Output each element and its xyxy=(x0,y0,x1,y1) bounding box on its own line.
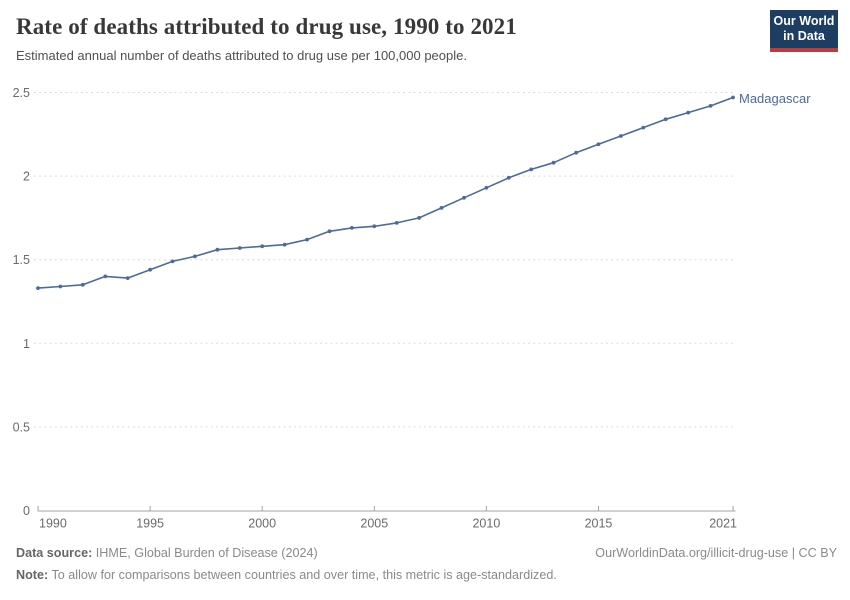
chart-header: Rate of deaths attributed to drug use, 1… xyxy=(16,13,750,64)
data-point-marker xyxy=(439,206,444,210)
x-axis-tick-label: 2000 xyxy=(248,517,276,531)
chart-footer: Data source: IHME, Global Burden of Dise… xyxy=(16,545,837,583)
y-axis-tick-label: 0 xyxy=(23,504,30,518)
data-point-marker xyxy=(125,276,130,280)
data-point-marker xyxy=(237,246,242,250)
data-point-marker xyxy=(551,160,556,165)
data-point-marker xyxy=(686,110,691,115)
note-text: To allow for comparisons between countri… xyxy=(51,568,557,582)
y-axis-tick-label: 0.5 xyxy=(13,420,30,434)
owid-logo[interactable]: Our World in Data xyxy=(770,10,838,52)
x-axis-tick-label: 2015 xyxy=(585,517,613,531)
data-source-note: Data source: IHME, Global Burden of Dise… xyxy=(16,545,318,561)
data-point-marker xyxy=(372,224,377,229)
data-point-marker xyxy=(350,226,354,230)
data-point-marker xyxy=(663,117,668,122)
x-axis-tick-label: 2005 xyxy=(360,517,388,531)
data-source-text: IHME, Global Burden of Disease (2024) xyxy=(95,546,318,560)
data-point-marker xyxy=(394,221,399,225)
data-point-marker xyxy=(484,185,489,190)
license-link[interactable]: OurWorldinData.org/illicit-drug-use | CC… xyxy=(595,546,837,560)
data-point-marker xyxy=(417,216,421,220)
data-point-marker xyxy=(282,242,287,247)
data-point-marker xyxy=(596,142,601,147)
line-series-madagascar[interactable] xyxy=(37,96,734,289)
entity-label-madagascar[interactable]: Madagascar xyxy=(739,90,811,106)
data-point-marker xyxy=(708,104,713,108)
note-label: Note: xyxy=(16,568,49,582)
data-point-marker xyxy=(506,175,511,180)
page-title: Rate of deaths attributed to drug use, 1… xyxy=(16,14,517,39)
data-source-label: Data source: xyxy=(16,546,93,560)
y-axis-tick-label: 2.5 xyxy=(13,86,30,100)
data-point-marker xyxy=(80,282,85,287)
data-point-marker xyxy=(36,286,40,290)
methodology-note: Note: To allow for comparisons between c… xyxy=(16,567,837,583)
data-point-marker xyxy=(574,150,578,155)
chart-subtitle: Estimated annual number of deaths attrib… xyxy=(16,48,467,63)
data-point-marker xyxy=(215,247,220,252)
x-axis-tick-label: 1995 xyxy=(136,517,164,531)
y-axis-tick-label: 1.5 xyxy=(13,253,30,267)
data-point-marker xyxy=(58,284,63,289)
data-point-marker xyxy=(731,95,735,100)
data-point-marker xyxy=(641,125,646,130)
data-point-marker xyxy=(193,254,197,259)
data-point-marker xyxy=(305,237,309,242)
data-point-marker xyxy=(327,229,332,234)
data-point-marker xyxy=(462,195,466,200)
data-point-marker xyxy=(529,167,534,172)
y-axis-tick-label: 1 xyxy=(23,337,30,351)
owid-logo-line1: Our World xyxy=(773,13,835,28)
data-point-marker xyxy=(148,267,153,272)
data-point-marker xyxy=(170,259,175,264)
x-axis-tick-label: 2021 xyxy=(709,517,737,531)
x-axis-tick-label: 1990 xyxy=(39,517,67,531)
data-point-marker xyxy=(260,244,265,249)
x-axis-tick-label: 2010 xyxy=(472,517,500,531)
data-point-marker xyxy=(103,274,108,279)
data-point-marker xyxy=(619,134,623,138)
owid-logo-line2: in Data xyxy=(783,29,825,43)
y-axis-tick-label: 2 xyxy=(23,170,30,184)
